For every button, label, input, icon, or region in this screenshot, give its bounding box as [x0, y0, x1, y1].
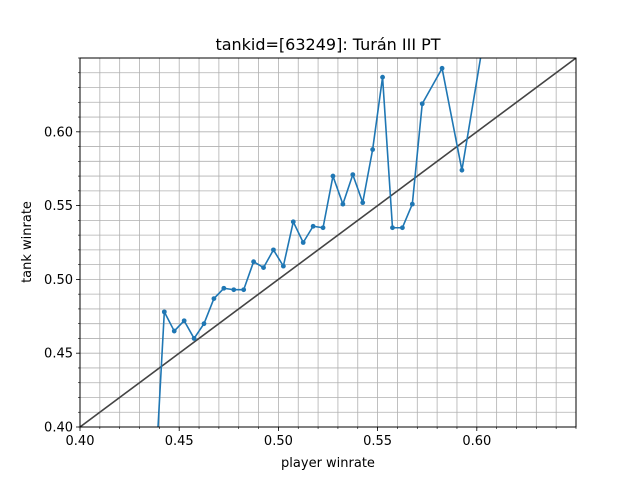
- data-point: [241, 287, 247, 293]
- data-point: [201, 321, 207, 327]
- data-point: [380, 74, 385, 80]
- data-point: [211, 296, 217, 301]
- data-point: [390, 225, 395, 231]
- axes-frame: [79, 57, 577, 428]
- data-point: [290, 219, 296, 225]
- data-point: [280, 263, 286, 269]
- data-point: [350, 172, 356, 178]
- data-point: [231, 287, 237, 293]
- data-point: [221, 285, 227, 291]
- y-tick-label: 0.60: [44, 125, 73, 140]
- data-point: [360, 200, 366, 206]
- y-tick-label: 0.55: [44, 199, 73, 214]
- data-point: [330, 173, 336, 179]
- data-point: [340, 201, 346, 207]
- data-point: [459, 167, 465, 173]
- x-tick-label: 0.55: [363, 434, 392, 449]
- y-tick-label: 0.45: [44, 347, 73, 362]
- x-tick-label: 0.45: [165, 434, 194, 449]
- chart-title: tankid=[63249]: Turán III PT: [215, 35, 440, 54]
- y-axis-label: tank winrate: [20, 201, 35, 283]
- x-tick-label: 0.40: [66, 434, 95, 449]
- data-point: [251, 259, 256, 265]
- data-point: [409, 201, 415, 207]
- reference-line: [80, 58, 576, 427]
- x-axis-label: player winrate: [281, 456, 375, 471]
- data-point: [181, 318, 187, 324]
- x-tick-label: 0.50: [264, 434, 293, 449]
- data-point: [300, 240, 306, 245]
- y-tick-label: 0.50: [44, 273, 73, 288]
- data-point: [171, 328, 177, 334]
- data-point: [320, 225, 326, 231]
- data-point: [191, 336, 197, 341]
- data-point: [439, 65, 445, 71]
- y-tick-label: 0.40: [44, 421, 73, 436]
- data-point: [400, 225, 405, 231]
- data-point: [419, 101, 425, 107]
- data-point: [370, 147, 376, 152]
- data-point: [261, 265, 266, 270]
- plot-area: 0.40 0.45 0.50 0.55 0.60 0.40 0.45 0.50 0.55 0.60: [44, 57, 577, 449]
- data-point: [161, 309, 167, 315]
- x-tick-label: 0.60: [462, 434, 491, 449]
- data-point: [271, 247, 276, 253]
- data-point: [310, 223, 316, 229]
